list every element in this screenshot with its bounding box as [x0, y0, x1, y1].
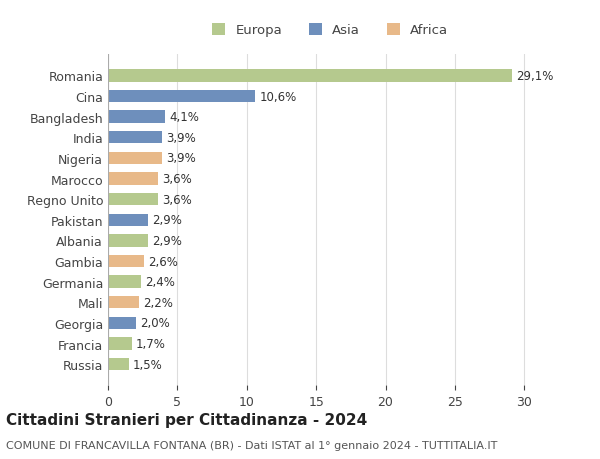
- Text: 4,1%: 4,1%: [169, 111, 199, 124]
- Bar: [108, 255, 144, 268]
- Text: Cittadini Stranieri per Cittadinanza - 2024: Cittadini Stranieri per Cittadinanza - 2…: [6, 412, 367, 427]
- Bar: [108, 173, 158, 185]
- Bar: [108, 276, 142, 288]
- Text: 1,5%: 1,5%: [133, 358, 163, 371]
- Bar: [108, 297, 139, 309]
- Text: 2,4%: 2,4%: [145, 275, 175, 289]
- Legend: Europa, Asia, Africa: Europa, Asia, Africa: [206, 19, 454, 43]
- Bar: [108, 91, 255, 103]
- Bar: [108, 235, 148, 247]
- Bar: [108, 132, 162, 144]
- Text: 3,9%: 3,9%: [166, 152, 196, 165]
- Text: 3,6%: 3,6%: [162, 193, 192, 206]
- Text: 2,2%: 2,2%: [143, 296, 173, 309]
- Text: 2,9%: 2,9%: [152, 214, 182, 227]
- Bar: [108, 194, 158, 206]
- Text: 1,7%: 1,7%: [136, 337, 166, 350]
- Bar: [108, 111, 165, 123]
- Text: 2,9%: 2,9%: [152, 235, 182, 247]
- Text: 2,0%: 2,0%: [140, 317, 170, 330]
- Bar: [108, 358, 129, 370]
- Text: 3,6%: 3,6%: [162, 173, 192, 185]
- Bar: [108, 338, 131, 350]
- Bar: [108, 152, 162, 165]
- Bar: [108, 70, 512, 83]
- Text: 2,6%: 2,6%: [148, 255, 178, 268]
- Text: 3,9%: 3,9%: [166, 132, 196, 145]
- Text: COMUNE DI FRANCAVILLA FONTANA (BR) - Dati ISTAT al 1° gennaio 2024 - TUTTITALIA.: COMUNE DI FRANCAVILLA FONTANA (BR) - Dat…: [6, 440, 497, 450]
- Bar: [108, 317, 136, 330]
- Text: 10,6%: 10,6%: [259, 90, 296, 103]
- Text: 29,1%: 29,1%: [516, 70, 553, 83]
- Bar: [108, 214, 148, 226]
